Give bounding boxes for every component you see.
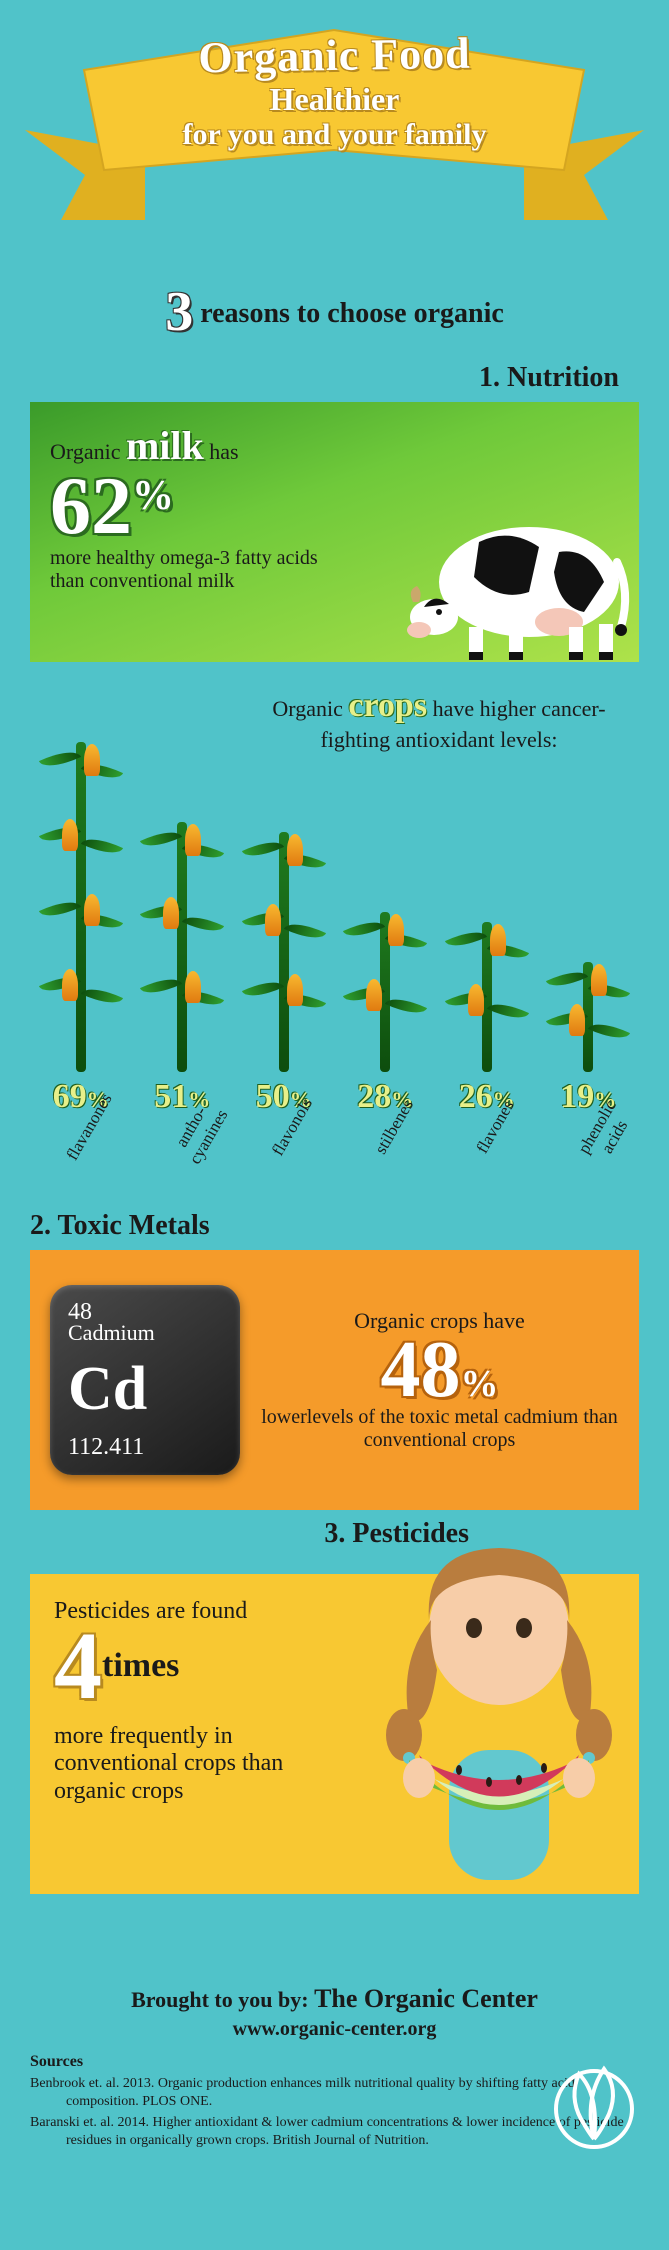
milk-value: 62 [50,460,132,551]
corn-stalk-icon [380,912,390,1072]
corn-stalk-icon [177,822,187,1072]
crop-item: 19% phenolicacids [538,962,640,1182]
banner-text: Organic Food Healthier for you and your … [0,30,669,152]
element-mass: 112.411 [68,1434,222,1461]
banner-line2: Healthier [0,81,669,118]
milk-suffix: has [209,439,238,464]
crop-item: 28% stilbenes [335,912,437,1182]
crops-head-prefix: Organic [272,696,342,721]
pest-text: Pesticides are found 4times more frequen… [54,1598,354,1805]
crop-item: 69% flavanones [30,742,132,1182]
banner: Organic Food Healthier for you and your … [0,0,669,280]
section1-title: 1. Nutrition [0,354,669,402]
girl-watermelon-icon [359,1520,639,1920]
crop-item: 51% antho-cyanines [132,822,234,1182]
crops-row: 69% flavanones 51% antho-cyanines 50% fl… [30,742,639,1182]
crop-item: 26% flavones [436,922,538,1182]
corn-stalk-icon [482,922,492,1072]
element-name: Cadmium [68,1320,222,1346]
element-symbol: Cd [68,1365,222,1415]
milk-highlight: milk [126,423,204,468]
metals-text: Organic crops have 48% lowerlevels of th… [260,1308,639,1452]
brought-org: The Organic Center [314,1984,538,2013]
milk-subtext: more healthy omega-3 fatty acids than co… [50,547,350,593]
milk-big-number: 62% [50,469,350,543]
crops-head-highlight: crops [348,687,427,724]
cow-icon [359,462,639,662]
corn-stalk-icon [279,832,289,1072]
corn-stalk-icon [583,962,593,1072]
banner-line1: Organic Food [0,24,669,87]
site-url: www.organic-center.org [30,2018,639,2041]
corn-stalk-icon [76,742,86,1072]
milk-panel: Organic milk has 62% more healthy omega-… [30,402,639,662]
pest-suffix: more frequently in conventional crops th… [54,1723,354,1806]
milk-text: Organic milk has 62% more healthy omega-… [50,422,350,593]
leaf-logo-icon [549,2039,639,2149]
crop-item: 50% flavonols [233,832,335,1182]
pest-value: 4 [54,1625,102,1707]
sources-list: Benbrook et. al. 2013. Organic productio… [30,2075,639,2149]
section2-title: 2. Toxic Metals [0,1202,669,1250]
metals-panel: 48 Cadmium Cd 112.411 Organic crops have… [30,1250,639,1510]
brought-prefix: Brought to you by: [131,1987,314,2012]
metals-value: 48 [381,1326,461,1414]
metals-suffix: lowerlevels of the toxic metal cadmium t… [260,1406,619,1452]
brought-by: Brought to you by: The Organic Center [30,1984,639,2014]
sources-title: Sources [30,2053,639,2071]
infographic-root: Organic Food Healthier for you and your … [0,0,669,2179]
reasons-number: 3 [165,281,193,343]
crops-zone: Organic crops have higher cancer-fightin… [0,662,669,1202]
metals-big: 48% [260,1334,619,1406]
reasons-text: reasons to choose organic [200,298,504,329]
metals-pct: % [461,1363,499,1405]
banner-line3: for you and your family [0,118,669,152]
footer: Brought to you by: The Organic Center ww… [0,1970,669,2179]
element-tile: 48 Cadmium Cd 112.411 [50,1285,240,1475]
pest-times: times [102,1647,179,1684]
source-entry: Baranski et. al. 2014. Higher antioxidan… [30,2114,639,2149]
source-entry: Benbrook et. al. 2013. Organic productio… [30,2075,639,2110]
pesticides-zone: 3. Pesticides Pesticides are found 4time… [0,1510,669,1970]
reasons-headline: 3 reasons to choose organic [0,280,669,354]
milk-pct: % [132,473,174,519]
